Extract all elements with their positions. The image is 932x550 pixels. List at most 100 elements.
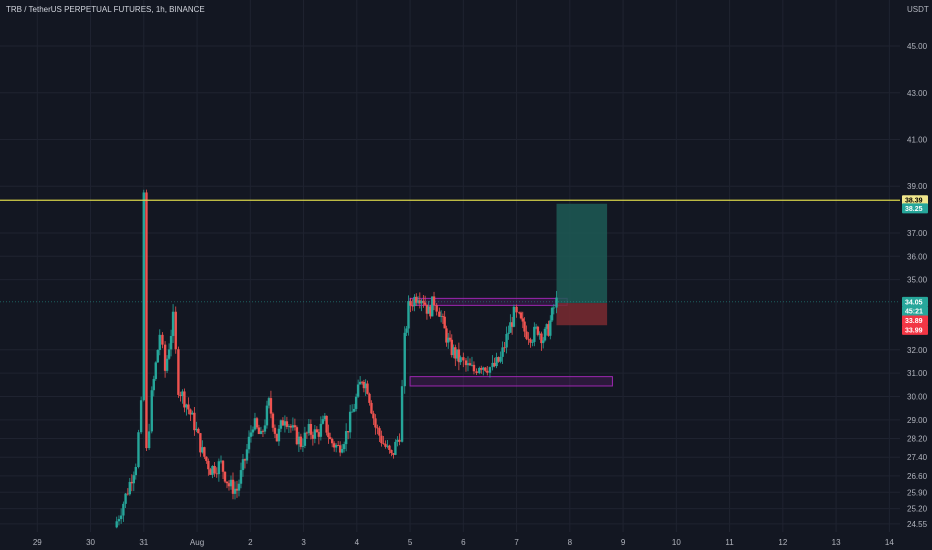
position-profit-zone[interactable] — [556, 203, 608, 304]
candle-body — [124, 493, 127, 504]
candle-body — [372, 413, 375, 419]
candle-body — [169, 335, 173, 350]
candle-body — [459, 357, 462, 363]
price-axis-background — [900, 0, 932, 550]
candle-body — [327, 432, 330, 438]
candle-body — [415, 296, 418, 303]
candle-body — [384, 443, 387, 447]
candle-body — [493, 362, 496, 367]
candle-body — [398, 439, 401, 442]
price-tag-label: 45:21 — [905, 309, 923, 316]
candle-body — [464, 360, 468, 366]
candle-body — [531, 341, 534, 343]
candle-body — [165, 358, 169, 371]
candle-body — [374, 418, 377, 428]
candle-body — [241, 459, 245, 471]
candle-body — [338, 445, 342, 453]
horizontal-lines[interactable] — [0, 199, 900, 303]
candle-body — [425, 304, 429, 314]
price-axis[interactable]: 45.00 43.00 41.00 39.00 37.00 36.00 35.00 32.00… — [907, 42, 928, 529]
candle-body — [187, 404, 190, 410]
candle-body — [177, 349, 180, 395]
candle-body — [315, 429, 319, 433]
candle-body — [358, 381, 362, 385]
price-tag-label: 33.99 — [905, 327, 923, 334]
y-tick-label: 32.00 — [907, 346, 928, 355]
candle-body — [482, 367, 485, 370]
candle-body — [346, 431, 350, 433]
candle-body — [352, 408, 356, 412]
candle-body — [396, 439, 399, 442]
candle-body — [265, 405, 269, 426]
candle-body — [543, 328, 547, 341]
candle-body — [550, 307, 554, 321]
candle-body — [488, 367, 492, 373]
candle-body — [394, 441, 397, 455]
candle-body — [432, 296, 436, 306]
candle-body — [291, 425, 295, 428]
y-tick-label: 36.00 — [907, 252, 928, 261]
x-tick-label: 5 — [408, 538, 413, 547]
candle-body — [201, 447, 204, 453]
y-tick-label: 30.00 — [907, 392, 928, 401]
candle-body — [439, 316, 443, 317]
candle-body — [325, 415, 328, 433]
y-tick-label: 43.00 — [907, 89, 928, 98]
y-tick-label: 31.00 — [907, 369, 928, 378]
candle-body — [231, 479, 235, 494]
candle-body — [413, 296, 416, 307]
candle-body — [470, 364, 474, 366]
candle-body — [538, 333, 541, 335]
candle-body — [350, 411, 354, 413]
candle-body — [390, 450, 393, 454]
price-tag-bg — [902, 203, 928, 214]
candle-body — [340, 448, 344, 453]
y-tick-label: 24.55 — [907, 520, 928, 529]
currency-label: USDT — [907, 5, 929, 14]
candle-body — [518, 312, 521, 314]
candle-body — [510, 322, 514, 327]
candle-body — [342, 444, 346, 449]
candle-body — [478, 367, 481, 374]
candle-body — [152, 379, 155, 391]
candle-body — [167, 349, 171, 359]
candle-body — [205, 456, 208, 461]
candle-body — [527, 338, 530, 340]
candle-body — [243, 459, 247, 461]
candle-body — [301, 445, 305, 447]
candle-body — [386, 445, 389, 447]
candle-body — [475, 371, 478, 374]
candle-body — [174, 311, 177, 350]
candle-body — [366, 383, 369, 394]
candle-body — [549, 320, 552, 336]
position-loss-zone[interactable] — [556, 303, 608, 326]
candle-body — [305, 432, 309, 434]
time-axis[interactable]: 29 30 31 Aug 2 3 4 5 6 7 8 9 10 11 12 13 14 — [33, 538, 895, 547]
y-tick-label: 28.20 — [907, 435, 928, 444]
x-tick-label: 10 — [672, 538, 681, 547]
zone-rectangle-2[interactable] — [409, 376, 613, 387]
candle-body — [209, 469, 212, 475]
candle-body — [122, 503, 125, 516]
candle-body — [382, 443, 385, 444]
x-tick-label: 12 — [778, 538, 787, 547]
candle-body — [235, 488, 239, 491]
price-tag-label: 38.39 — [905, 198, 923, 205]
candle-body — [457, 349, 461, 363]
candle-body — [348, 411, 352, 433]
y-tick-label: 35.00 — [907, 276, 928, 285]
candle-body — [545, 324, 548, 329]
chart-title: TRB / TetherUS PERPETUAL FUTURES, 1h, BI… — [6, 5, 205, 14]
candle-body — [388, 445, 391, 451]
x-tick-label: 2 — [248, 538, 253, 547]
price-tag-label: 33.89 — [905, 318, 923, 325]
candle-body — [328, 437, 332, 440]
y-tick-label: 39.00 — [907, 182, 928, 191]
candle-body — [139, 400, 143, 433]
candle-body — [267, 398, 271, 406]
candle-body — [259, 431, 263, 435]
long-position[interactable] — [556, 203, 608, 326]
candle-body — [215, 473, 218, 475]
candle-body — [330, 439, 334, 444]
